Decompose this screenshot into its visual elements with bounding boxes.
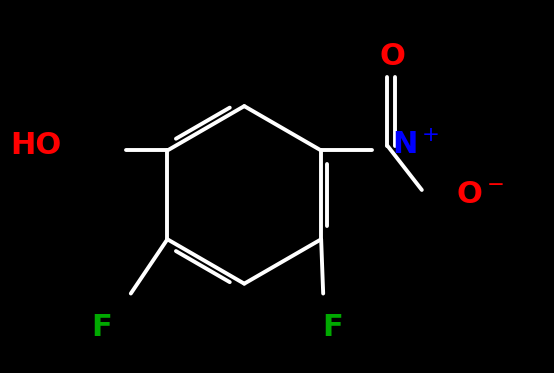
Text: F: F bbox=[322, 313, 343, 342]
Text: O$^-$: O$^-$ bbox=[456, 181, 504, 209]
Text: F: F bbox=[91, 313, 111, 342]
Text: N$^+$: N$^+$ bbox=[392, 131, 440, 160]
Text: HO: HO bbox=[11, 131, 61, 160]
Text: O: O bbox=[379, 42, 405, 71]
